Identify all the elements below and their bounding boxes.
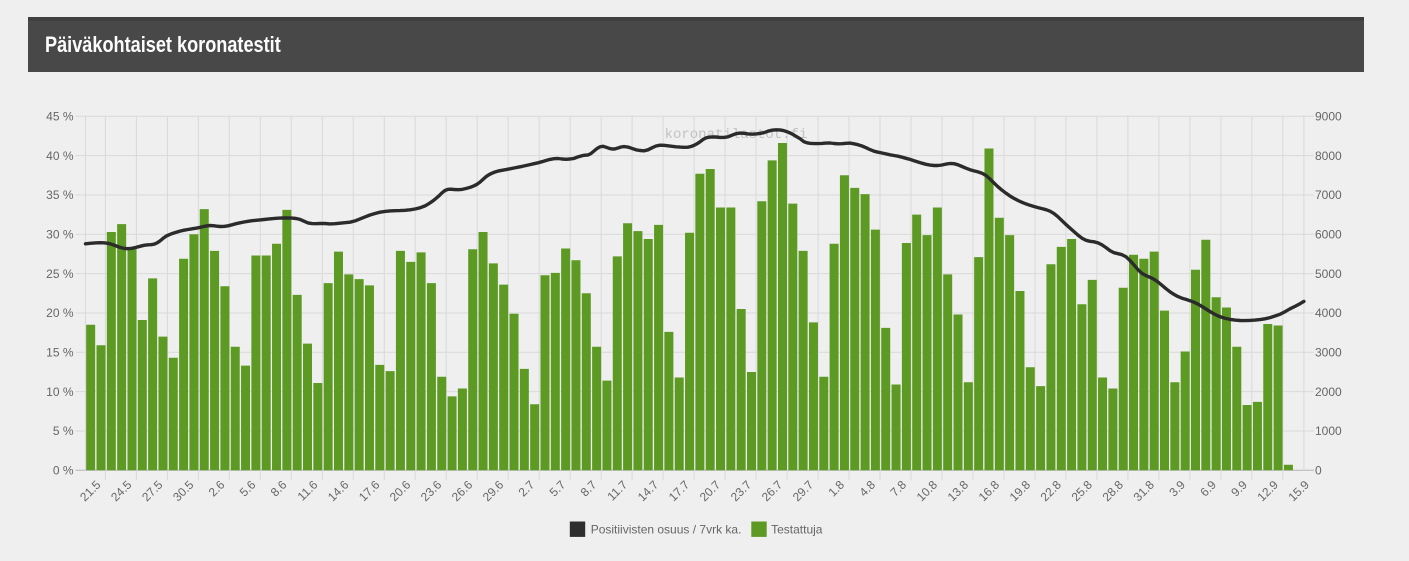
svg-text:19.8: 19.8 (1007, 477, 1034, 504)
svg-text:2000: 2000 (1315, 385, 1342, 399)
svg-text:3000: 3000 (1315, 346, 1342, 360)
svg-text:2.6: 2.6 (206, 477, 228, 499)
svg-text:24.5: 24.5 (108, 477, 135, 504)
svg-text:17.7: 17.7 (666, 477, 693, 504)
svg-text:Positiivisten osuus / 7vrk ka.: Positiivisten osuus / 7vrk ka. (591, 523, 742, 537)
svg-text:10 %: 10 % (46, 385, 74, 399)
svg-text:5 %: 5 % (53, 424, 74, 438)
svg-text:Testattuja: Testattuja (771, 523, 823, 537)
svg-text:29.7: 29.7 (790, 477, 817, 504)
svg-text:14.6: 14.6 (325, 477, 352, 504)
svg-text:8.7: 8.7 (578, 477, 600, 499)
svg-text:9.9: 9.9 (1228, 477, 1250, 499)
svg-text:1.8: 1.8 (825, 477, 847, 499)
svg-text:8.6: 8.6 (268, 477, 290, 499)
svg-text:29.6: 29.6 (480, 477, 507, 504)
svg-text:14.7: 14.7 (635, 477, 662, 504)
svg-text:9000: 9000 (1315, 110, 1342, 124)
svg-text:11.6: 11.6 (295, 477, 321, 503)
svg-text:26.6: 26.6 (449, 477, 476, 504)
svg-text:8000: 8000 (1315, 149, 1342, 163)
svg-text:1000: 1000 (1315, 424, 1342, 438)
svg-text:40 %: 40 % (46, 149, 74, 163)
svg-text:7000: 7000 (1315, 188, 1342, 202)
svg-text:6.9: 6.9 (1197, 477, 1219, 499)
svg-text:35 %: 35 % (46, 188, 74, 202)
svg-text:20.7: 20.7 (697, 477, 724, 504)
svg-text:23.6: 23.6 (418, 477, 445, 504)
svg-text:26.7: 26.7 (759, 477, 786, 504)
svg-text:11.7: 11.7 (604, 477, 630, 503)
svg-text:20 %: 20 % (46, 306, 74, 320)
svg-text:23.7: 23.7 (728, 477, 755, 504)
svg-text:5000: 5000 (1315, 267, 1342, 281)
svg-text:28.8: 28.8 (1100, 477, 1127, 504)
svg-text:22.8: 22.8 (1038, 477, 1065, 504)
svg-text:27.5: 27.5 (139, 477, 166, 504)
svg-text:3.9: 3.9 (1166, 477, 1188, 499)
svg-text:0: 0 (1315, 464, 1322, 478)
svg-text:21.5: 21.5 (77, 477, 104, 504)
svg-text:13.8: 13.8 (945, 477, 972, 504)
svg-text:15 %: 15 % (46, 346, 74, 360)
svg-text:30.5: 30.5 (170, 477, 197, 504)
svg-text:45 %: 45 % (46, 110, 74, 124)
svg-text:20.6: 20.6 (387, 477, 414, 504)
svg-text:25.8: 25.8 (1069, 477, 1096, 504)
svg-text:12.9: 12.9 (1255, 477, 1282, 504)
svg-text:15.9: 15.9 (1286, 477, 1313, 504)
svg-text:0 %: 0 % (53, 464, 74, 478)
svg-text:31.8: 31.8 (1131, 477, 1158, 504)
svg-text:4.8: 4.8 (856, 477, 878, 499)
svg-text:5.6: 5.6 (237, 477, 259, 499)
svg-text:5.7: 5.7 (547, 477, 569, 499)
svg-text:30 %: 30 % (46, 228, 74, 242)
svg-text:25 %: 25 % (46, 267, 74, 281)
svg-text:6000: 6000 (1315, 228, 1342, 242)
svg-text:7.8: 7.8 (887, 477, 909, 499)
svg-text:17.6: 17.6 (356, 477, 383, 504)
svg-text:10.8: 10.8 (914, 477, 941, 504)
svg-text:2.7: 2.7 (516, 477, 538, 499)
svg-text:16.8: 16.8 (976, 477, 1003, 504)
svg-text:4000: 4000 (1315, 306, 1342, 320)
